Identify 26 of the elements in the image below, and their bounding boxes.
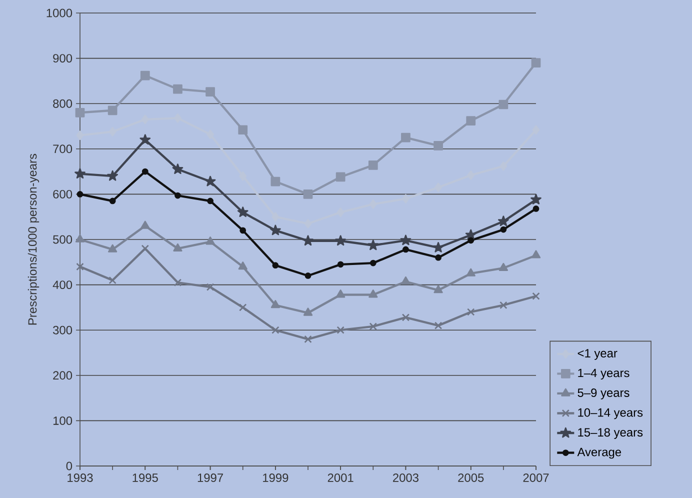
x-tick-label: 2003 <box>393 474 418 482</box>
x-tick-label: 1995 <box>132 474 158 482</box>
x-tick-label: 2001 <box>328 474 354 482</box>
y-tick-label: 800 <box>53 99 72 108</box>
y-tick-label: 1000 <box>46 8 72 18</box>
x-tick-label: 2007 <box>523 474 549 482</box>
x-tick-label: 1999 <box>263 474 288 482</box>
x-tick-label: 1997 <box>198 474 223 482</box>
legend-label: <1 year <box>578 349 618 360</box>
legend-label: Average <box>577 448 622 459</box>
y-tick-label: 600 <box>53 190 72 198</box>
x-tick-label: 1993 <box>68 474 93 482</box>
y-tick-label: 400 <box>52 280 72 290</box>
y-tick-label: 900 <box>53 54 72 63</box>
legend-label: 10–14 years <box>578 408 643 420</box>
legend-label: 5–9 years <box>578 388 630 400</box>
y-axis-title: Prescriptions/1000 person-years <box>28 154 40 325</box>
legend-label: 15–18 years <box>578 428 643 439</box>
legend-label: 1–4 years <box>578 368 630 380</box>
y-tick-label: 0 <box>66 462 72 470</box>
y-tick-label: 300 <box>53 326 72 334</box>
y-tick-label: 500 <box>53 235 72 244</box>
x-tick-label: 2005 <box>458 474 484 482</box>
y-tick-label: 700 <box>53 144 72 154</box>
y-tick-label: 200 <box>53 371 72 380</box>
y-tick-label: 100 <box>53 416 72 425</box>
